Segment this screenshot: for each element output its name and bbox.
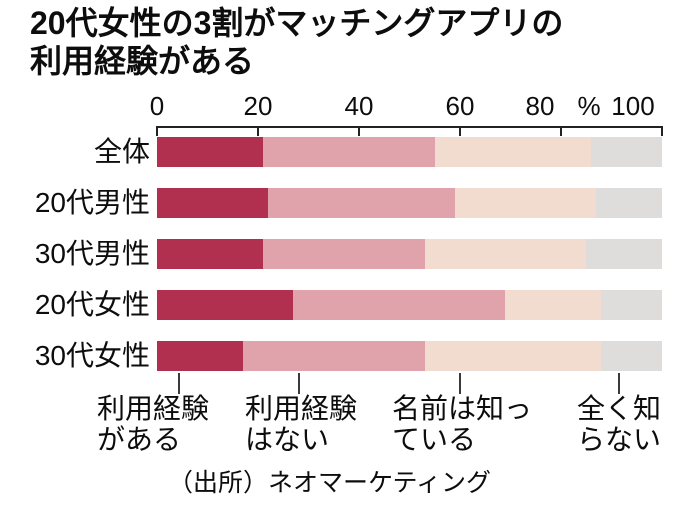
bar-segment: [601, 290, 662, 320]
bar-row: 20代女性: [0, 290, 680, 320]
bar-segment: [591, 137, 662, 167]
legend-item: 全く知 らない: [577, 393, 661, 455]
x-axis-tick-label: 0: [149, 91, 165, 121]
x-axis-line: [157, 126, 662, 128]
bar-segment: [263, 239, 425, 269]
legend-item-line1: 利用経験: [245, 393, 358, 424]
legend-leader-line: [618, 373, 620, 394]
legend-item-line2: はない: [245, 424, 330, 455]
bar-row: 20代男性: [0, 188, 680, 218]
x-axis-tick: [257, 126, 259, 136]
legend-leader-line: [459, 373, 461, 394]
legend-item: 利用経験 はない: [245, 393, 357, 455]
x-axis-tick: [560, 126, 562, 136]
bar-row: 30代男性: [0, 239, 680, 269]
bar-row: 30代女性: [0, 341, 680, 371]
row-label: 30代女性: [34, 340, 150, 371]
bar-segment: [293, 290, 506, 320]
row-label: 30代男性: [34, 238, 150, 269]
bar-segment: [157, 188, 269, 218]
x-axis-tick: [156, 126, 158, 136]
bar-segment: [434, 137, 592, 167]
x-axis-tick-label: 20: [243, 91, 273, 121]
legend-item-line1: 利用経験: [97, 393, 210, 424]
bar-segment: [586, 239, 662, 269]
bar-segment: [424, 341, 602, 371]
legend-leader-line: [298, 373, 300, 394]
x-axis-tick-label: 60: [445, 91, 475, 121]
bar-segment: [424, 239, 587, 269]
source-note: （出所）ネオマーケティング: [168, 469, 492, 497]
legend-item-line1: 名前は知っ: [392, 393, 533, 424]
x-axis-max-label: 100: [611, 91, 655, 121]
legend-leader-line: [178, 373, 180, 394]
bar-segment: [601, 341, 662, 371]
chart-title: 20代女性の3割がマッチングアプリの 利用経験がある: [30, 4, 670, 80]
bar-segment: [157, 239, 264, 269]
legend-item: 利用経験 がある: [97, 393, 209, 455]
legend-item-line1: 全く知: [577, 393, 662, 424]
legend-item-line2: がある: [97, 424, 182, 455]
bar-segment: [596, 188, 662, 218]
bar-segment: [157, 290, 294, 320]
x-axis-tick: [661, 126, 663, 136]
chart-title-line1: 20代女性の3割がマッチングアプリの: [30, 5, 564, 41]
legend-item: 名前は知っ ている: [392, 393, 532, 455]
bar-row: 全体: [0, 137, 680, 167]
x-axis-tick: [459, 126, 461, 136]
x-axis-tick: [358, 126, 360, 136]
row-label: 20代男性: [34, 187, 150, 218]
legend-item-line2: ている: [392, 424, 477, 455]
row-label: 20代女性: [34, 289, 150, 320]
bar-segment: [454, 188, 597, 218]
legend-item-line2: らない: [577, 424, 662, 455]
bar-segment: [268, 188, 455, 218]
x-axis-tick-label: 40: [344, 91, 374, 121]
bar-segment: [505, 290, 602, 320]
x-axis-tick-label: 80: [525, 91, 555, 121]
bar-segment: [242, 341, 425, 371]
bar-segment: [157, 137, 264, 167]
row-label: 全体: [93, 136, 150, 167]
bar-segment: [157, 341, 243, 371]
chart-title-line2: 利用経験がある: [30, 43, 255, 79]
bar-segment: [263, 137, 435, 167]
x-axis-unit-label: %: [577, 91, 601, 121]
